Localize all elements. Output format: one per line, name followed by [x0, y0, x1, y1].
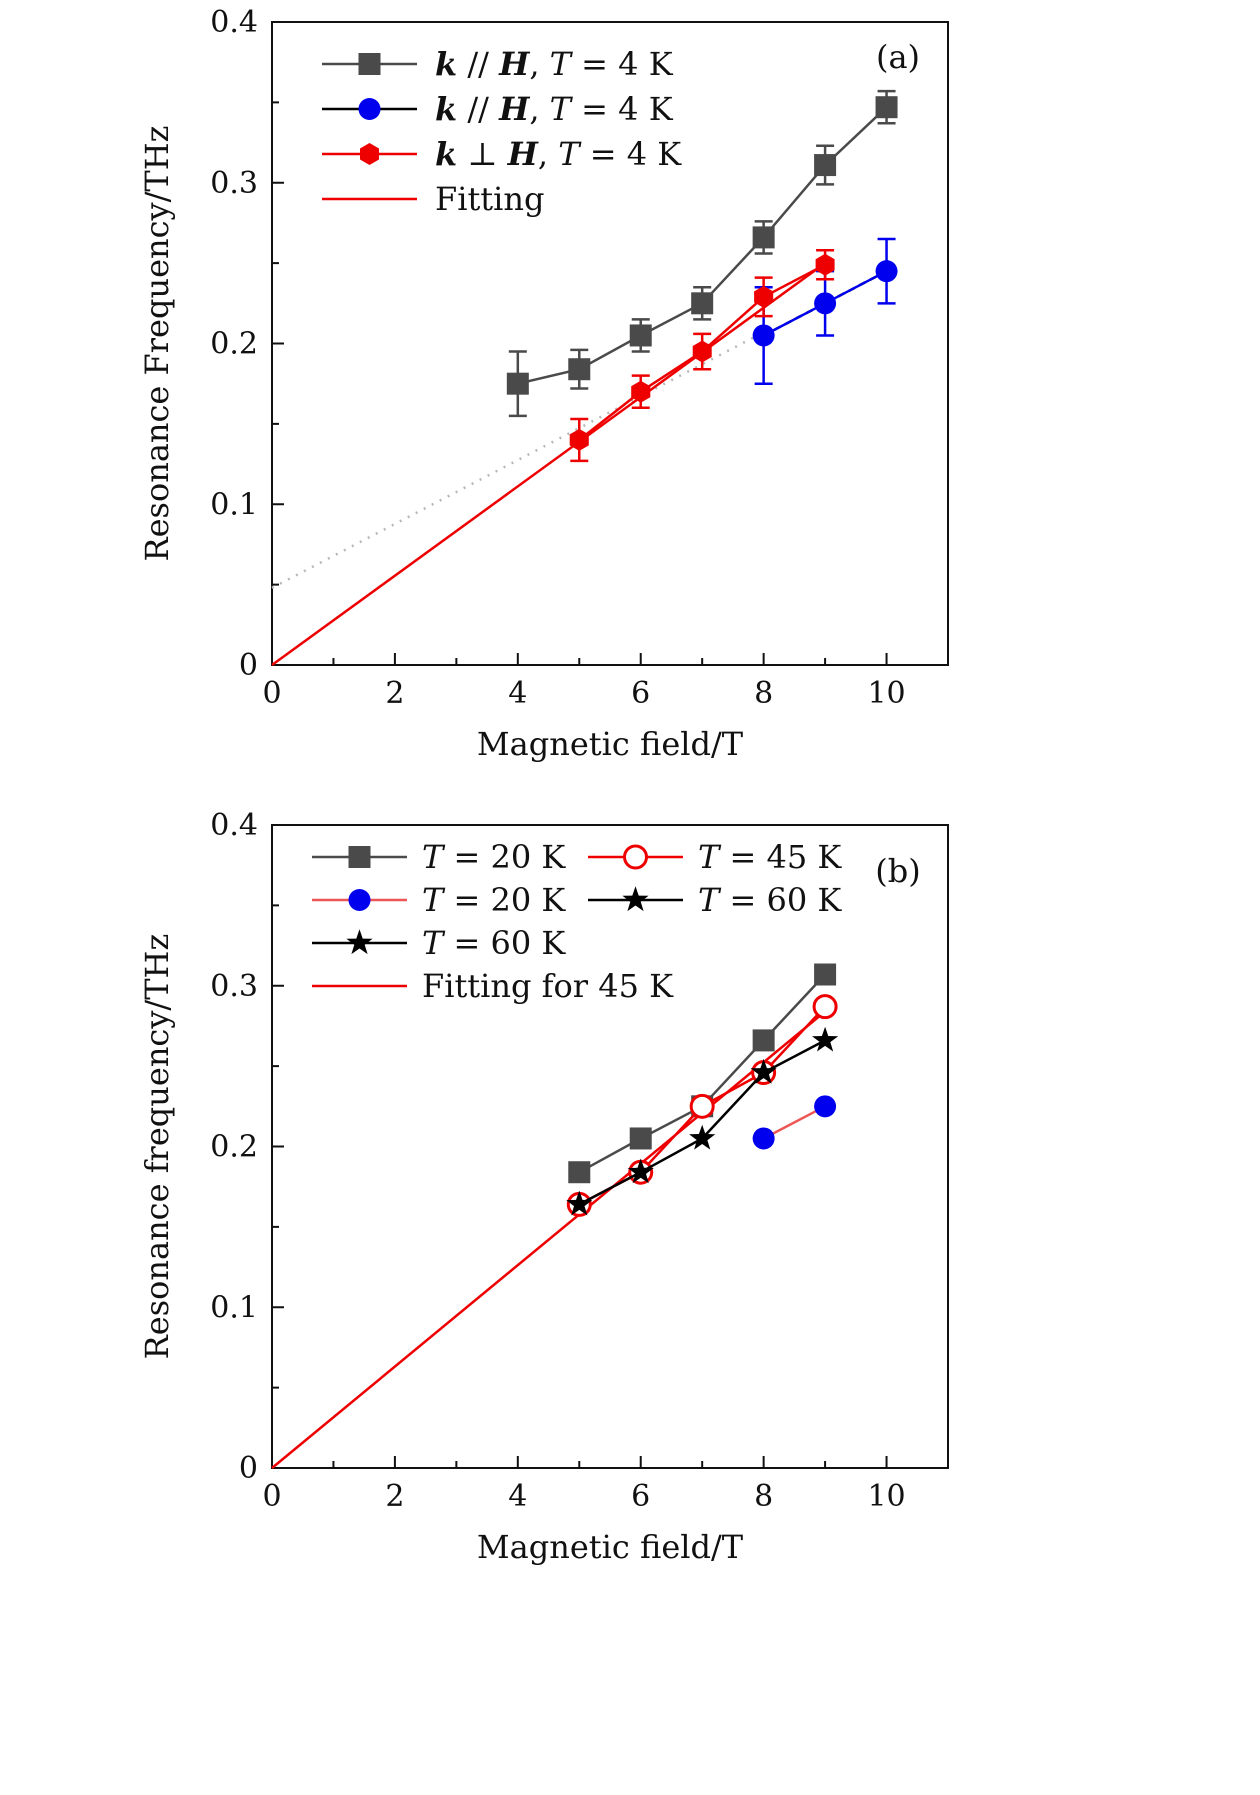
data-point-circle — [752, 324, 775, 347]
data-point-square — [814, 154, 837, 177]
x-tick-label: 6 — [631, 1479, 650, 1514]
y-tick-label: 0 — [239, 648, 258, 683]
legend-marker-circle — [358, 98, 381, 120]
y-tick-label: 0.1 — [210, 1290, 258, 1325]
data-point-square — [752, 1029, 775, 1052]
data-point-square — [752, 226, 775, 249]
legend-label: k ⊥ H, T = 4 K — [435, 135, 682, 173]
panel-label: (a) — [876, 38, 920, 76]
series-line-3 — [271, 1010, 826, 1469]
y-tick-label: 0.4 — [210, 808, 258, 843]
series-line-3 — [271, 262, 826, 667]
y-tick-label: 0.3 — [210, 969, 258, 1004]
y-tick-label: 0.2 — [210, 327, 258, 362]
data-point-star — [689, 1124, 716, 1150]
legend-marker-star — [622, 886, 649, 912]
data-point-star — [627, 1158, 654, 1184]
legend-label: Fitting for 45 K — [422, 967, 674, 1005]
plot-frame — [271, 824, 949, 1469]
x-tick-label: 4 — [508, 1479, 527, 1514]
x-tick-label: 0 — [262, 1479, 281, 1514]
panel-a: 0 2 4 6 8 10 0 0.1 0.2 0.3 0.4 Magnetic field/T Reso… — [138, 5, 949, 763]
legend-label: T = 60 K — [422, 924, 566, 962]
y-tick-label: 0.4 — [210, 5, 258, 40]
data-point-hexagon — [631, 380, 651, 403]
data-point-circle — [875, 260, 898, 283]
series-line-1 — [763, 1105, 826, 1140]
legend-label: T = 60 K — [698, 881, 842, 919]
y-axis-title: Resonance Frequency/THz — [138, 125, 176, 561]
x-tick-label: 8 — [754, 676, 773, 711]
legend-label: T = 20 K — [422, 838, 566, 876]
legend-marker-star — [346, 929, 373, 955]
y-tick-label: 0.3 — [210, 166, 258, 201]
data-point-square — [629, 324, 652, 347]
x-axis-title: Magnetic field/T — [477, 725, 744, 763]
x-tick-label: 6 — [631, 676, 650, 711]
data-point-star — [566, 1190, 593, 1216]
legend-marker-open-circle — [623, 844, 648, 870]
x-tick-label: 10 — [867, 1479, 905, 1514]
y-tick-label: 0.2 — [210, 1130, 258, 1165]
y-axis-title: Resonance frequency/THz — [138, 934, 176, 1360]
data-point-square — [629, 1127, 652, 1150]
data-point-open-circle — [689, 1093, 715, 1119]
legend-label: Fitting — [435, 180, 544, 218]
legend-label: T = 20 K — [422, 881, 566, 919]
panel-b: 0 2 4 6 8 10 0 0.1 0.2 0.3 0.4 Magnetic field/T Reso… — [138, 808, 949, 1566]
panel-label: (b) — [875, 852, 920, 890]
data-point-circle — [752, 1127, 775, 1150]
legend-marker-square — [358, 53, 381, 75]
x-tick-label: 2 — [385, 1479, 404, 1514]
series-line-5 — [578, 1039, 826, 1206]
data-point-open-circle — [812, 994, 838, 1020]
legend-label: k // H, T = 4 K — [435, 90, 674, 128]
data-point-square — [691, 292, 714, 315]
legend-marker-square — [348, 846, 371, 868]
y-tick-label: 0.1 — [210, 487, 258, 522]
x-tick-label: 8 — [754, 1479, 773, 1514]
data-point-star — [812, 1026, 839, 1052]
x-tick-label: 0 — [262, 676, 281, 711]
data-point-hexagon — [815, 253, 835, 276]
x-tick-label: 4 — [508, 676, 527, 711]
data-point-star — [750, 1058, 777, 1084]
legend-marker-hexagon — [360, 143, 379, 165]
legend-marker-circle — [348, 889, 371, 911]
data-point-square — [875, 96, 898, 119]
data-point-square — [814, 963, 837, 986]
legend-label: k // H, T = 4 K — [435, 45, 674, 83]
x-tick-label: 10 — [867, 676, 905, 711]
x-axis-title: Magnetic field/T — [477, 1528, 744, 1566]
y-tick-label: 0 — [239, 1451, 258, 1486]
legend-label: T = 45 K — [698, 838, 842, 876]
x-tick-label: 2 — [385, 676, 404, 711]
data-point-circle — [814, 1095, 837, 1118]
data-point-square — [568, 1161, 591, 1184]
data-point-circle — [814, 292, 837, 315]
data-point-hexagon — [754, 285, 774, 308]
data-point-square — [568, 358, 591, 381]
data-point-square — [506, 372, 529, 395]
